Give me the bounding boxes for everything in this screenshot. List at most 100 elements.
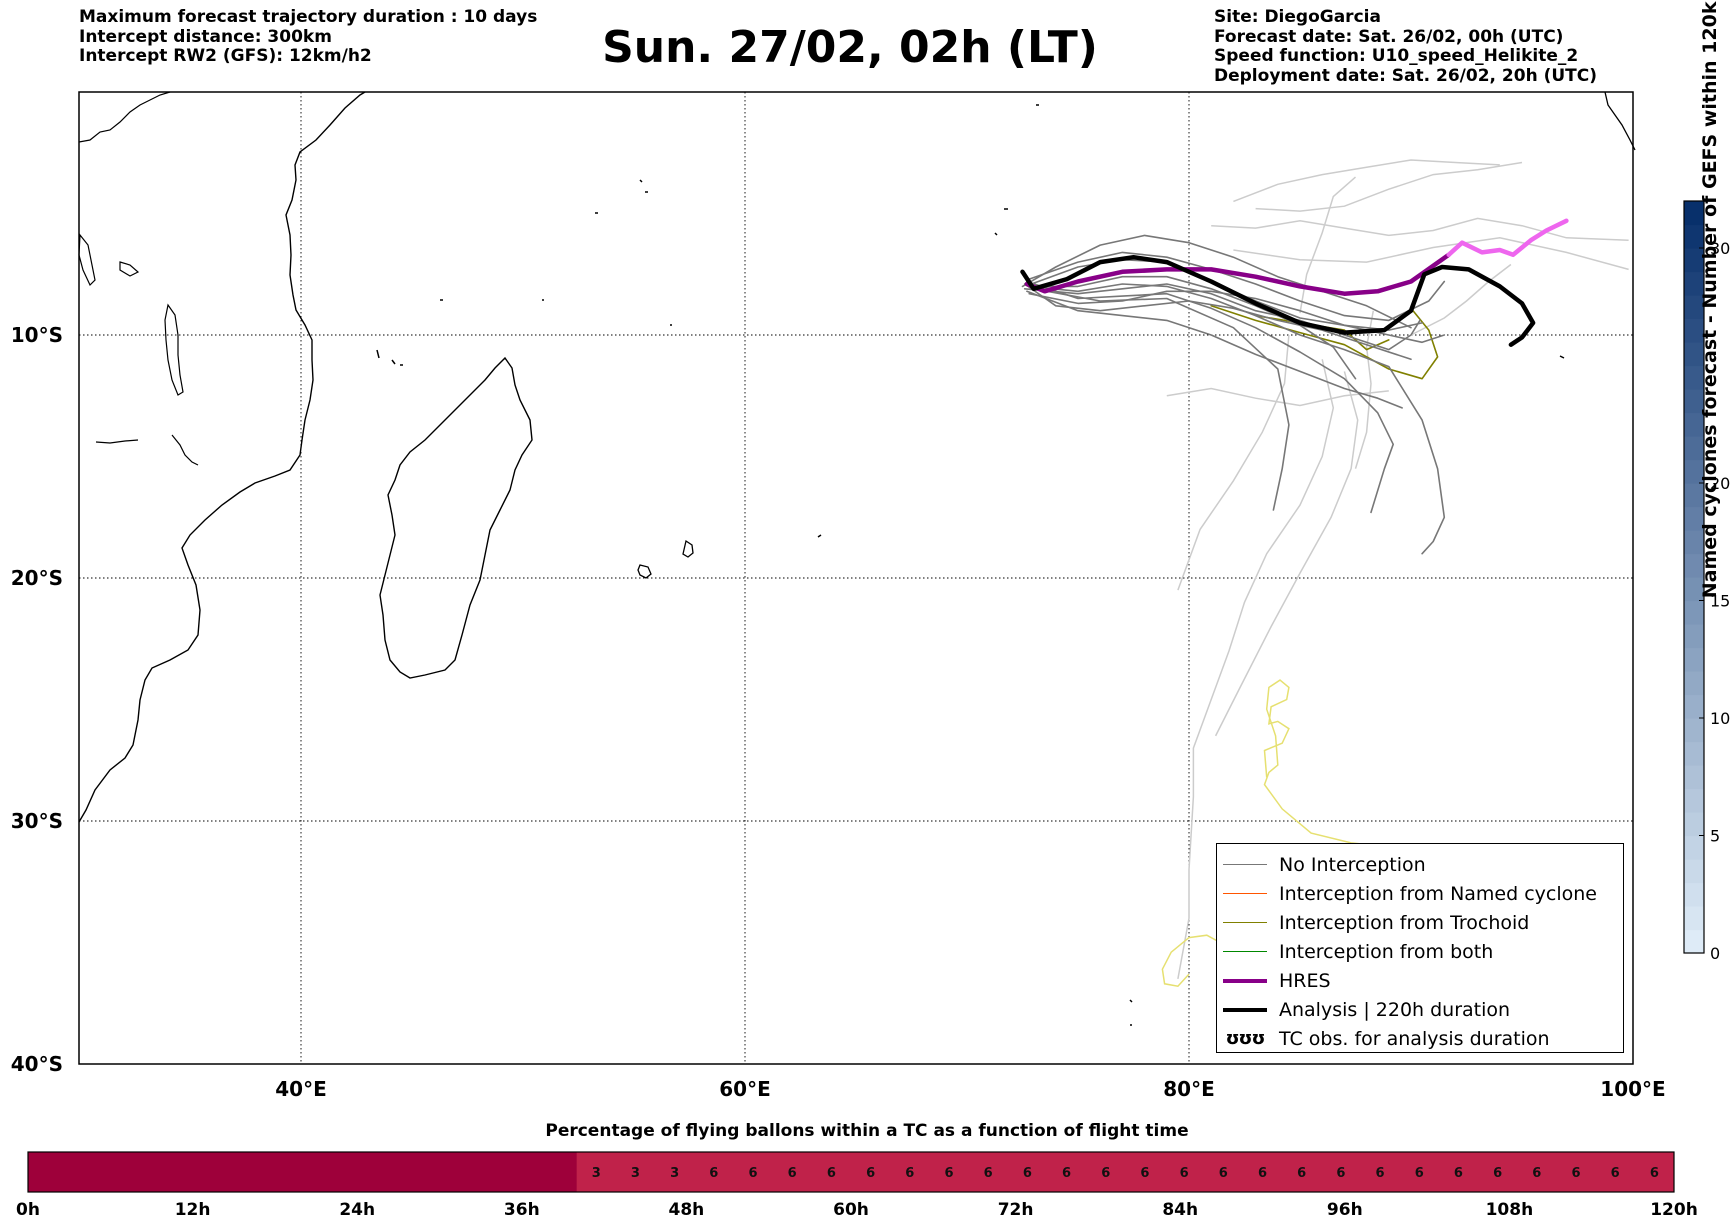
- percentage-bar-cell: [1086, 1152, 1126, 1192]
- colorbar-band: [1684, 318, 1704, 343]
- percentage-bar-cell: [1321, 1152, 1361, 1192]
- colorbar-band: [1684, 389, 1704, 414]
- percentage-bar-cell: [890, 1152, 930, 1192]
- colorbar-tick-label: 0: [1710, 944, 1720, 963]
- yellow-track: [1161, 934, 1230, 988]
- colorbar: 0 5 10 15 20 30: [1683, 200, 1730, 963]
- arabia-coastline: [78, 91, 171, 143]
- percentage-bar-cell: [1282, 1152, 1322, 1192]
- colorbar-band: [1684, 718, 1704, 743]
- legend-item-no-interception: No Interception: [1217, 850, 1623, 879]
- ensemble-member-light: [1177, 334, 1290, 591]
- header-right: Site: DiegoGarcia Forecast date: Sat. 26…: [1214, 7, 1598, 86]
- percentage-bar-value: 6: [748, 1166, 757, 1181]
- colorbar-band: [1684, 765, 1704, 790]
- colorbar-band: [1684, 295, 1704, 320]
- somaliland-island: [164, 303, 184, 396]
- legend-item-tc-obs: ʊʊʊ TC obs. for analysis duration: [1217, 1024, 1623, 1053]
- colorbar-band: [1684, 741, 1704, 766]
- percentage-bar-cell: [851, 1152, 891, 1192]
- colorbar-band: [1684, 788, 1704, 813]
- percentage-bar-x-label: 120h: [1650, 1200, 1698, 1220]
- percentage-bar-cell: [302, 1152, 343, 1192]
- percentage-bar-x-label: 12h: [175, 1200, 211, 1220]
- percentage-bar-cell: [1595, 1152, 1636, 1192]
- colorbar-tick-label: 30: [1710, 239, 1730, 258]
- colorbar-band: [1684, 271, 1704, 296]
- percentage-bar-value: 6: [1062, 1166, 1071, 1181]
- colorbar-band: [1684, 436, 1704, 461]
- percentage-bar-value: 6: [1611, 1166, 1620, 1181]
- percentage-bar-value: 6: [1415, 1166, 1424, 1181]
- percentage-bar-x-label: 84h: [1162, 1200, 1198, 1220]
- series-no-interception: [1026, 280, 1394, 514]
- site-text: Site: DiegoGarcia: [1214, 7, 1381, 27]
- y-tick-label: 40°S: [11, 1052, 63, 1076]
- series-no-interception: [1028, 251, 1446, 322]
- percentage-bar-value: 6: [944, 1166, 953, 1181]
- percentage-bar-cell: [28, 1152, 68, 1192]
- chart-title: Sun. 27/02, 02h (LT): [602, 22, 1098, 73]
- x-tick-label: 80°E: [1163, 1077, 1215, 1101]
- percentage-bar-cell: [1438, 1152, 1479, 1192]
- legend-item-both: Interception from both: [1217, 937, 1623, 966]
- colorbar-band: [1684, 624, 1704, 649]
- series-no-interception: [1023, 283, 1421, 351]
- colorbar-band: [1684, 483, 1704, 508]
- percentage-bar-cell: [419, 1152, 460, 1192]
- legend-label: Interception from both: [1279, 940, 1494, 963]
- percentage-bar-cell: [1007, 1152, 1048, 1192]
- legend-swatch-analysis: [1223, 1007, 1267, 1012]
- percentage-bar-cell: [263, 1152, 303, 1192]
- x-tick-label: 60°E: [719, 1077, 771, 1101]
- percentage-bar-cell: [145, 1152, 186, 1192]
- percentage-bar-x-label: 108h: [1486, 1200, 1534, 1220]
- legend-label: No Interception: [1279, 853, 1426, 876]
- percentage-bar-cell: [1046, 1152, 1087, 1192]
- percentage-bar-value: 6: [1140, 1166, 1149, 1181]
- deployment-date-text: Deployment date: Sat. 26/02, 20h (UTC): [1214, 65, 1598, 86]
- legend-item-analysis: Analysis | 220h duration: [1217, 995, 1623, 1024]
- colorbar-tick-label: 5: [1710, 827, 1720, 846]
- axis-ticks: 40°E 60°E 80°E 100°E 10°S 20°S 30°S 40°S: [11, 323, 1666, 1101]
- forecast-date-text: Forecast date: Sat. 26/02, 00h (UTC): [1214, 26, 1564, 47]
- percentage-bar-cell: [498, 1152, 538, 1192]
- percentage-bar-cell: [1203, 1152, 1244, 1192]
- percentage-bar-value: 6: [1297, 1166, 1306, 1181]
- percentage-bar-cell: [615, 1152, 656, 1192]
- percentage-bar-value: 6: [1493, 1166, 1502, 1181]
- percentage-bar-value: 6: [1571, 1166, 1580, 1181]
- percentage-bar-value: 6: [709, 1166, 718, 1181]
- series-no-interception: [1021, 234, 1412, 329]
- colorbar-label: Named cyclones forecast - Number of GEFS…: [1699, 0, 1721, 599]
- colorbar-band: [1684, 342, 1704, 367]
- africa-coastline: [78, 91, 366, 823]
- percentage-bar-x-label: 48h: [669, 1200, 705, 1220]
- legend-label: HRES: [1279, 969, 1331, 992]
- percentage-bar-cell: [67, 1152, 107, 1192]
- percentage-bar-cell: [929, 1152, 970, 1192]
- legend-item-hres: HRES: [1217, 966, 1623, 995]
- percentage-bar-cell: [184, 1152, 225, 1192]
- colorbar-band: [1684, 412, 1704, 437]
- colorbar-band: [1684, 248, 1704, 273]
- legend-label: Interception from Trochoid: [1279, 911, 1530, 934]
- tc-percentage-bar: 3 3 3 6 6 6 6 6 6 6 6 6 6 6 6 6 6 6 6 6 6 6 6 6 6 6 6 60h 12h 24h 36h 4…: [16, 1151, 1698, 1220]
- legend-swatch-named-cyclone: [1223, 893, 1267, 894]
- percentage-bar-x-label: 72h: [998, 1200, 1034, 1220]
- yellow-track: [1263, 679, 1374, 847]
- percentage-bar-cell: [1125, 1152, 1166, 1192]
- max-duration-text: Maximum forecast trajectory duration : 1…: [79, 7, 538, 27]
- percentage-bar-x-label: 96h: [1327, 1200, 1363, 1220]
- small-island-1: [119, 261, 140, 277]
- legend: No Interception Interception from Named …: [1216, 843, 1624, 1053]
- legend-item-named-cyclone: Interception from Named cyclone: [1217, 879, 1623, 908]
- madagascar-coastline: [379, 356, 533, 679]
- colorbar-band: [1684, 224, 1704, 249]
- percentage-bar-x-label: 36h: [504, 1200, 540, 1220]
- ensemble-member-light: [1354, 310, 1375, 469]
- coast-fragment-2: [171, 434, 199, 466]
- legend-label: Interception from Named cyclone: [1279, 882, 1597, 905]
- grid-layer: [79, 92, 1633, 1064]
